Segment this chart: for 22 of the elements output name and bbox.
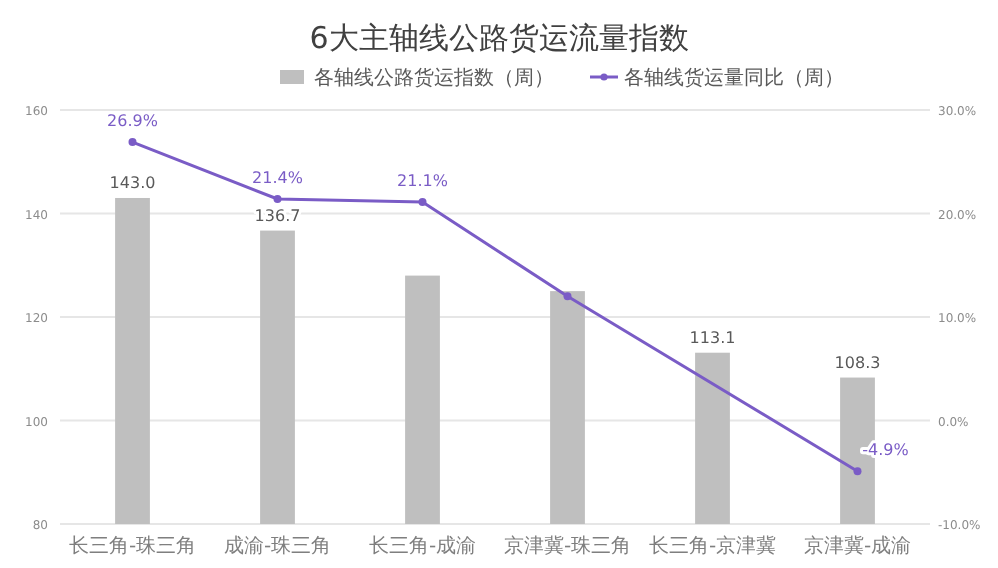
data-label: 143.0 bbox=[109, 173, 156, 192]
x-tick-label: 长三角-成渝 bbox=[368, 534, 477, 558]
data-label: 113.1 bbox=[689, 328, 736, 347]
point bbox=[853, 467, 862, 476]
data-label: 136.7 bbox=[254, 206, 301, 225]
x-tick-label: 京津冀-珠三角 bbox=[503, 534, 632, 558]
data-label: 21.1% bbox=[397, 172, 449, 191]
data-label: -4.9% bbox=[862, 441, 910, 460]
point bbox=[128, 138, 137, 147]
legend-label: 各轴线公路货运指数（周） bbox=[314, 66, 554, 90]
data-label: 26.9% bbox=[107, 112, 159, 131]
x-tick-label: 长三角-京津冀 bbox=[648, 534, 777, 558]
x-tick-label: 长三角-珠三角 bbox=[68, 534, 197, 558]
data-label: 108.3 bbox=[834, 353, 881, 372]
x-tick-label: 京津冀-成渝 bbox=[803, 534, 912, 558]
point bbox=[273, 195, 282, 204]
x-tick-label: 成渝-珠三角 bbox=[223, 534, 332, 558]
data-label: 21.4% bbox=[252, 169, 304, 188]
point bbox=[418, 198, 427, 207]
chart-title: 6大主轴线公路货运流量指数 bbox=[309, 20, 689, 56]
legend-label: 各轴线货运量同比（周） bbox=[624, 66, 844, 90]
point bbox=[563, 292, 572, 301]
